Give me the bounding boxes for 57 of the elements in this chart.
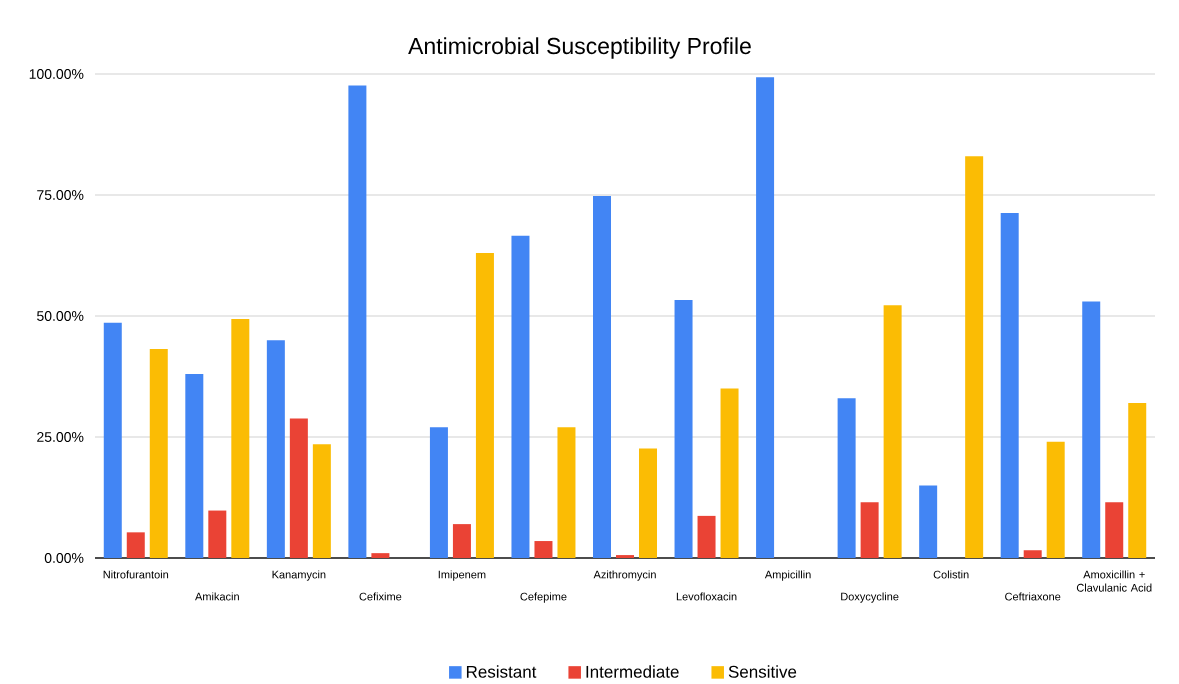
bar xyxy=(639,448,658,558)
bar xyxy=(185,374,204,558)
y-tick-label: 0.00% xyxy=(44,553,84,563)
x-tick-label: Ceftriaxone xyxy=(1005,592,1061,601)
bar xyxy=(697,515,716,558)
x-tick-label: Kanamycin xyxy=(272,570,326,581)
x-tick-label: Cefepime xyxy=(520,592,567,603)
bar xyxy=(557,427,576,558)
y-tick-label: 75.00% xyxy=(37,190,84,200)
bar xyxy=(371,553,390,558)
bar xyxy=(756,77,775,558)
x-tick-label: Azithromycin xyxy=(593,570,656,581)
x-tick-label: Cefixime xyxy=(359,592,402,601)
x-tick-label: Levofloxacin xyxy=(676,592,737,601)
bar xyxy=(511,235,530,558)
bar xyxy=(126,532,145,558)
bar xyxy=(965,156,984,558)
bar xyxy=(674,300,693,558)
bar xyxy=(1000,212,1019,558)
bar xyxy=(208,510,227,558)
bar xyxy=(1105,502,1124,558)
bar xyxy=(860,502,879,558)
bar xyxy=(593,195,612,558)
bar xyxy=(475,253,494,558)
y-tick-label: 25.00% xyxy=(37,432,84,442)
x-tick-label: Amoxicillin + Clavulanic Acid xyxy=(1076,570,1152,592)
y-tick-label: 50.00% xyxy=(37,311,84,321)
chart-title: Antimicrobial Susceptibility Profile xyxy=(408,37,751,59)
bar xyxy=(720,388,739,558)
bar xyxy=(616,555,635,558)
bar xyxy=(429,427,448,558)
bar xyxy=(1128,403,1147,558)
x-tick-label: Amikacin xyxy=(195,592,239,601)
x-tick-label: Nitrofurantoin xyxy=(103,570,169,579)
legend-label: Intermediate xyxy=(586,665,679,678)
bar xyxy=(1023,550,1042,558)
bar xyxy=(289,418,308,558)
bar xyxy=(312,444,331,558)
x-tick-label: Colistin xyxy=(933,570,969,579)
bar xyxy=(452,524,471,558)
bar xyxy=(837,398,856,558)
bar xyxy=(266,340,285,558)
bar xyxy=(919,485,938,558)
bar xyxy=(1082,301,1101,558)
x-tick-label: Doxycycline xyxy=(841,592,899,603)
bar xyxy=(883,305,902,558)
x-tick-label: Ampicillin xyxy=(764,570,811,581)
bar xyxy=(231,318,250,558)
bar xyxy=(149,348,168,558)
legend-label: Resistant xyxy=(466,665,537,678)
legend-label: Sensitive xyxy=(728,665,797,678)
y-tick-label: 100.00% xyxy=(29,69,84,79)
bar xyxy=(348,85,367,558)
x-tick-label: Imipenem xyxy=(438,570,486,581)
bar xyxy=(534,541,553,558)
bar xyxy=(1046,441,1065,558)
bar xyxy=(103,322,122,558)
